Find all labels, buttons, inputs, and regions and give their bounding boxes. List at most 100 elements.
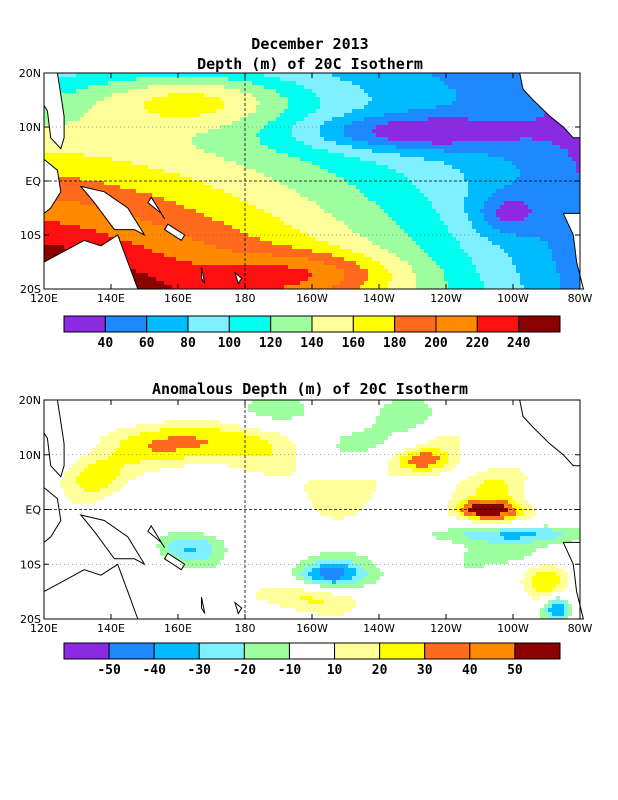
field-cell [440,197,445,202]
field-cell [496,137,501,142]
field-cell [128,153,133,158]
field-cell [84,153,89,158]
field-cell [220,133,225,138]
field-cell [276,113,281,118]
field-cell [496,77,501,82]
field-cell [164,189,169,194]
field-cell [400,161,405,166]
field-cell [548,153,553,158]
field-cell [300,129,305,134]
field-cell [456,189,461,194]
field-cell [300,153,305,158]
field-cell [540,193,545,198]
field-cell [540,169,545,174]
field-cell [300,189,305,194]
field-cell [208,85,213,90]
field-cell [64,133,69,138]
field-cell [388,177,393,182]
field-cell [568,201,573,206]
field-cell [180,153,185,158]
field-cell [480,213,485,218]
field-cell [220,101,225,106]
field-cell [352,177,357,182]
field-cell [44,217,49,222]
field-cell [248,189,253,194]
field-cell [100,169,105,174]
field-cell [564,137,569,142]
field-cell [244,81,249,86]
field-cell [252,97,257,102]
field-cell [356,217,361,222]
field-cell [280,109,285,114]
field-cell [536,141,541,146]
field-cell [72,165,77,170]
field-cell [372,189,377,194]
field-cell [472,161,477,166]
field-cell [208,101,213,106]
field-cell [216,85,221,90]
field-cell [348,109,353,114]
field-cell [376,185,381,190]
field-cell [400,125,405,130]
field-cell [160,101,165,106]
field-cell [308,197,313,202]
field-cell [256,201,261,206]
field-cell [332,133,337,138]
field-cell [452,117,457,122]
field-cell [240,85,245,90]
field-cell [100,105,105,110]
field-cell [244,161,249,166]
field-cell [280,117,285,122]
field-cell [396,185,401,190]
field-cell [152,157,157,162]
field-cell [60,157,65,162]
field-cell [436,205,441,210]
field-cell [320,217,325,222]
field-cell [160,193,165,198]
field-cell [272,161,277,166]
field-cell [200,97,205,102]
field-cell [432,125,437,130]
field-cell [424,73,429,78]
field-cell [244,113,249,118]
field-cell [464,193,469,198]
field-cell [404,213,409,218]
field-cell [552,169,557,174]
field-cell [324,161,329,166]
field-cell [516,205,521,210]
field-cell [480,205,485,210]
field-cell [440,73,445,78]
field-cell [460,193,465,198]
field-cell [296,89,301,94]
field-cell [76,205,81,210]
field-cell [572,185,577,190]
field-cell [312,169,317,174]
field-cell [452,97,457,102]
field-cell [268,97,273,102]
field-cell [260,125,265,130]
field-cell [296,113,301,118]
field-cell [264,101,269,106]
field-cell [116,113,121,118]
field-cell [200,121,205,126]
field-cell [212,169,217,174]
field-cell [76,157,81,162]
field-cell [368,141,373,146]
field-cell [380,141,385,146]
field-cell [504,97,509,102]
field-cell [120,145,125,150]
field-cell [528,125,533,130]
field-cell [164,153,169,158]
field-cell [80,161,85,166]
field-cell [412,73,417,78]
field-cell [320,89,325,94]
field-cell [500,145,505,150]
field-cell [300,101,305,106]
field-cell [508,205,513,210]
field-cell [552,185,557,190]
field-cell [376,161,381,166]
field-cell [128,141,133,146]
field-cell [76,77,81,82]
field-cell [104,101,109,106]
field-cell [360,89,365,94]
